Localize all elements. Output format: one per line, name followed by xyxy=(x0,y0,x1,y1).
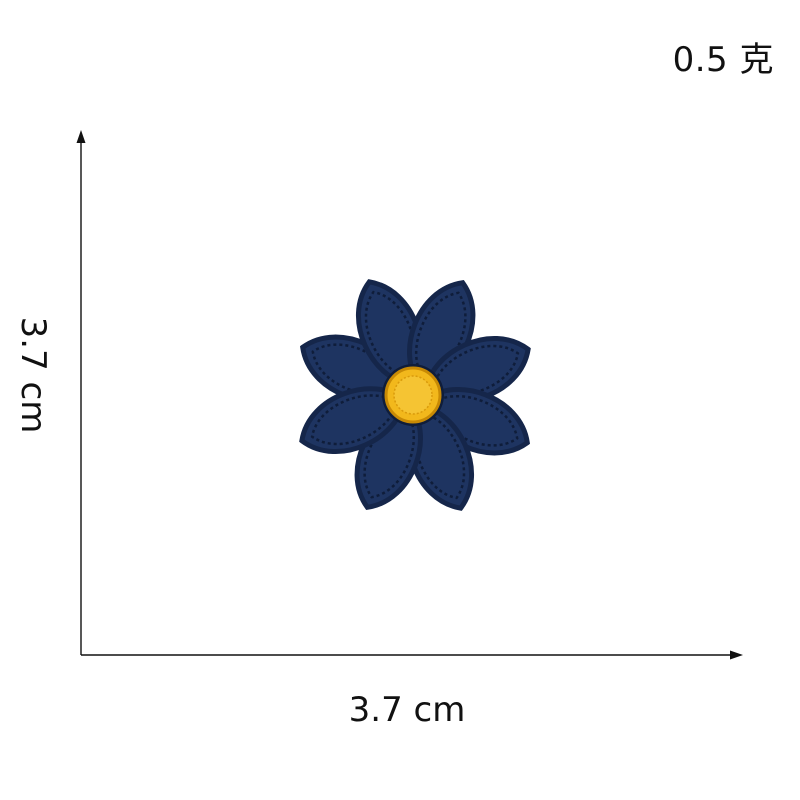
horizontal-axis-arrow-icon xyxy=(730,650,743,660)
width-label: 3.7 cm xyxy=(348,690,466,730)
height-label: 3.7 cm xyxy=(13,316,53,434)
vertical-axis-arrow-icon xyxy=(76,130,86,143)
petal xyxy=(299,386,407,454)
weight-label: 0.5 克 xyxy=(672,40,774,80)
petals xyxy=(299,279,531,511)
flower-center xyxy=(382,364,444,426)
flower-patch-icon xyxy=(299,279,531,511)
